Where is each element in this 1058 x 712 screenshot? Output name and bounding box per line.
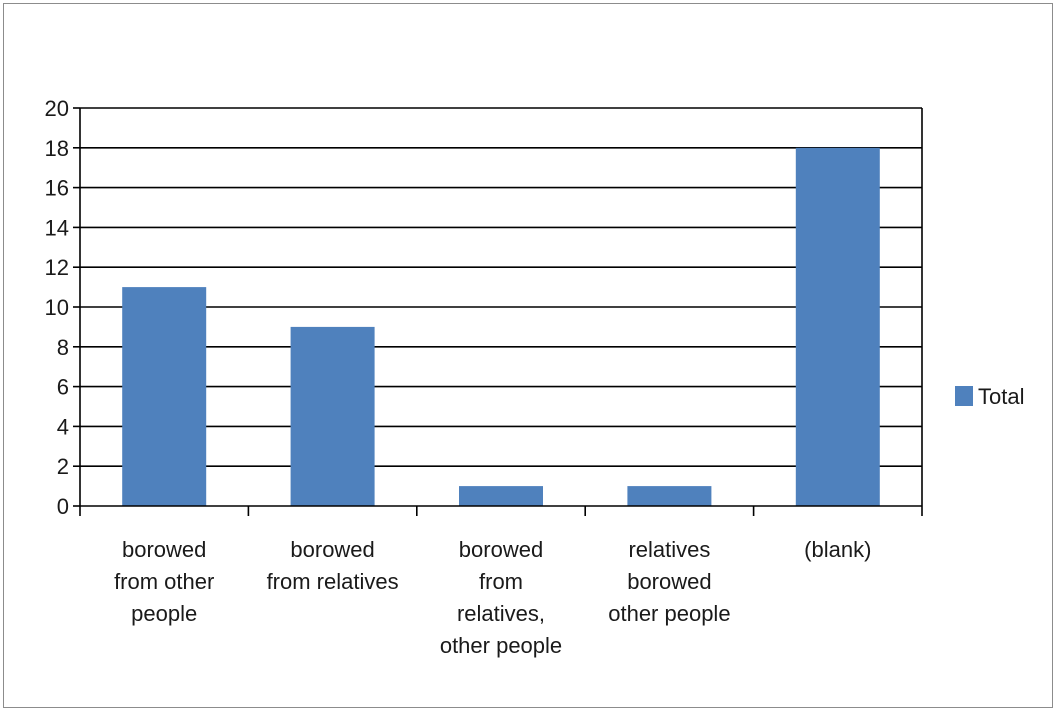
y-tick-label: 4 <box>57 414 69 439</box>
y-tick-label: 20 <box>45 96 69 121</box>
x-category-label: (blank) <box>804 537 871 562</box>
x-category-label-line: from other <box>114 569 214 594</box>
x-category-label-line: borowed <box>627 569 711 594</box>
x-category-label: borowed from other people <box>114 537 214 626</box>
y-tick-label: 12 <box>45 255 69 280</box>
x-category-label-line: from <box>479 569 523 594</box>
y-tick-label: 2 <box>57 454 69 479</box>
x-category-label-line: borowed <box>290 537 374 562</box>
x-category-label-line: relatives, <box>457 601 545 626</box>
x-category-label-line: (blank) <box>804 537 871 562</box>
y-tick-label: 8 <box>57 335 69 360</box>
bar <box>627 486 712 506</box>
y-tick-label: 14 <box>45 215 69 240</box>
y-tick-label: 0 <box>57 494 69 519</box>
y-tick-labels: 0 2 4 6 8 10 12 14 16 18 20 <box>45 96 69 519</box>
y-tick-label: 16 <box>45 176 69 201</box>
x-category-labels: borowed from other people borowed from relat… <box>114 537 871 658</box>
bar <box>459 486 543 506</box>
x-category-label-line: other people <box>440 633 562 658</box>
y-tick-label: 18 <box>45 136 69 161</box>
y-tick-label: 10 <box>45 295 69 320</box>
x-category-label: borowed from relatives <box>267 537 399 594</box>
bar <box>122 287 207 506</box>
legend-swatch-total <box>955 386 973 406</box>
x-category-label-line: borowed <box>122 537 206 562</box>
x-category-label-line: borowed <box>459 537 543 562</box>
legend-label-total: Total <box>978 384 1024 409</box>
x-category-label-line: relatives <box>628 537 710 562</box>
bar <box>290 326 375 506</box>
y-tick-label: 6 <box>57 375 69 400</box>
bar <box>795 147 880 507</box>
x-category-label-line: other people <box>608 601 730 626</box>
x-category-label: relatives borowed other people <box>608 537 730 626</box>
axes <box>73 107 923 516</box>
x-category-label: borowed from relatives, other people <box>440 537 562 658</box>
x-category-label-line: from relatives <box>267 569 399 594</box>
x-category-label-line: people <box>131 601 197 626</box>
bars <box>122 147 880 507</box>
gridlines <box>80 107 922 468</box>
legend: Total <box>955 384 1024 409</box>
